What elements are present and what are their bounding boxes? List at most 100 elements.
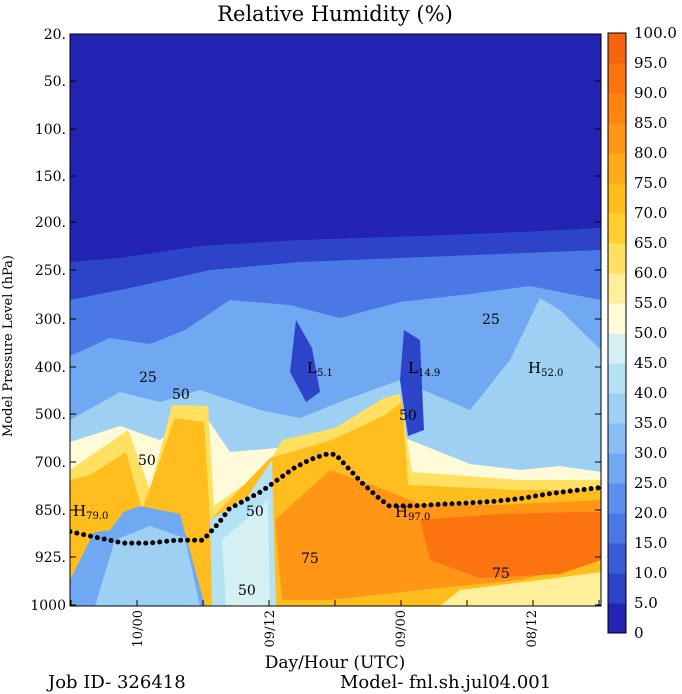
colorbar-swatch [608, 183, 626, 214]
colorbar-swatch [608, 303, 626, 334]
chart-title: Relative Humidity (%) [217, 2, 453, 26]
colorbar-frame [607, 32, 627, 634]
plot-area [70, 34, 601, 606]
field-band-90 [420, 512, 601, 578]
colorbar-swatch [608, 93, 626, 124]
colorbar: 0 5.0 10.0 15.0 20.0 25.0 30.0 35.0 40.0 45.0 50.0… [607, 24, 677, 642]
extremum-letter: H [528, 359, 541, 377]
colorbar-label: 45.0 [634, 354, 667, 372]
extremum-letter: H [73, 502, 86, 520]
y-tick-label: 300. [35, 312, 66, 328]
y-tick-label: 500. [35, 407, 66, 423]
colorbar-label: 85.0 [634, 114, 667, 132]
x-tick-label: 09/12 [263, 610, 278, 647]
dry-tongue-inner [95, 526, 200, 606]
contour-label: 75 [492, 566, 510, 582]
extremum-l-mid: L5.1 [307, 359, 333, 379]
colorbar-swatch [608, 273, 626, 304]
y-tick-label: 925. [35, 550, 66, 566]
colorbar-label: 75.0 [634, 174, 667, 192]
extremum-value: 52.0 [541, 368, 563, 379]
colorbar-label: 30.0 [634, 444, 667, 462]
contour-label: 50 [246, 504, 264, 520]
colorbar-label: 15.0 [634, 534, 667, 552]
surface-pressure-line [70, 451, 601, 546]
contour-label: 25 [139, 370, 157, 386]
y-tick-label: 150. [35, 169, 66, 185]
colorbar-label: 20.0 [634, 504, 667, 522]
colorbar-label: 40.0 [634, 384, 667, 402]
y-tick-label: 700. [35, 455, 66, 471]
extremum-letter: L [307, 359, 317, 377]
colorbar-swatch [608, 33, 626, 64]
x-axis-label: Day/Hour (UTC) [265, 653, 406, 673]
y-axis-label: Model Pressure Level (hPa) [1, 255, 16, 437]
dry-slot-core [222, 500, 270, 606]
extremum-letter: H [395, 503, 408, 521]
y-tick-label: 200. [35, 215, 66, 231]
colorbar-swatch [608, 123, 626, 154]
y-tick-label: 400. [35, 360, 66, 376]
y-tick-label: 50. [44, 74, 66, 90]
extremum-value: 5.1 [317, 368, 333, 379]
x-axis: 10/00 09/12 09/00 08/12 [70, 600, 600, 647]
colorbar-swatch [608, 423, 626, 454]
extremum-l-right: L14.9 [408, 359, 440, 379]
contour-label: 25 [482, 312, 500, 328]
y-tick-label: 1000 [30, 598, 66, 614]
contour-label: 50 [138, 453, 156, 469]
extrema-markers: H79.0 L5.1 L14.9 H52.0 H97.0 [73, 359, 563, 523]
colorbar-swatch [608, 153, 626, 184]
x-tick-label: 10/00 [131, 610, 146, 647]
extremum-letter: L [408, 359, 418, 377]
colorbar-label: 55.0 [634, 294, 667, 312]
colorbar-label: 65.0 [634, 234, 667, 252]
contour-label: 50 [238, 583, 256, 599]
colorbar-label: 95.0 [634, 54, 667, 72]
y-axis: 20. 50. 100. 150. 200. 250. 300. 400. 500. 700. 85… [30, 27, 601, 614]
low-notch-mid [290, 320, 320, 402]
colorbar-label: 25.0 [634, 474, 667, 492]
colorbar-swatch [608, 393, 626, 424]
model-label: Model- fnl.sh.jul04.001 [340, 672, 552, 693]
y-tick-label: 20. [44, 27, 66, 43]
colorbar-label: 5.0 [634, 594, 658, 612]
job-id-label: Job ID- 326418 [48, 672, 186, 693]
extremum-h-surface: H97.0 [395, 503, 430, 523]
contour-label: 50 [172, 387, 190, 403]
colorbar-swatch [608, 363, 626, 394]
extremum-value: 97.0 [408, 512, 430, 523]
y-tick-label: 250. [35, 263, 66, 279]
colorbar-label: 60.0 [634, 264, 667, 282]
colorbar-label: 80.0 [634, 144, 667, 162]
colorbar-label: 0 [634, 624, 644, 642]
contour-label: 50 [399, 408, 417, 424]
x-tick-label: 08/12 [525, 610, 540, 647]
colorbar-label: 10.0 [634, 564, 667, 582]
colorbar-swatch [608, 543, 626, 574]
colorbar-swatch [608, 573, 626, 604]
y-tick-label: 100. [35, 122, 66, 138]
colorbar-swatch [608, 453, 626, 484]
colorbar-swatch [608, 333, 626, 364]
extremum-h-right: H52.0 [528, 359, 563, 379]
contour-labels: 25 50 50 50 50 75 50 75 25 [138, 312, 510, 599]
wet-pocket-left [70, 470, 128, 536]
colorbar-label: 100.0 [634, 24, 677, 42]
colorbar-label: 50.0 [634, 324, 667, 342]
extremum-value: 14.9 [418, 368, 440, 379]
colorbar-label: 35.0 [634, 414, 667, 432]
colorbar-swatch [608, 63, 626, 94]
colorbar-swatch [608, 603, 626, 634]
extremum-value: 79.0 [86, 511, 108, 522]
colorbar-swatch [608, 213, 626, 244]
extremum-h-left: H79.0 [73, 502, 108, 522]
low-notch-right [400, 330, 424, 436]
colorbar-label: 90.0 [634, 84, 667, 102]
colorbar-swatch [608, 513, 626, 544]
x-tick-label: 09/00 [394, 610, 409, 647]
y-tick-label: 850. [35, 503, 66, 519]
colorbar-swatch [608, 243, 626, 274]
colorbar-swatch [608, 483, 626, 514]
